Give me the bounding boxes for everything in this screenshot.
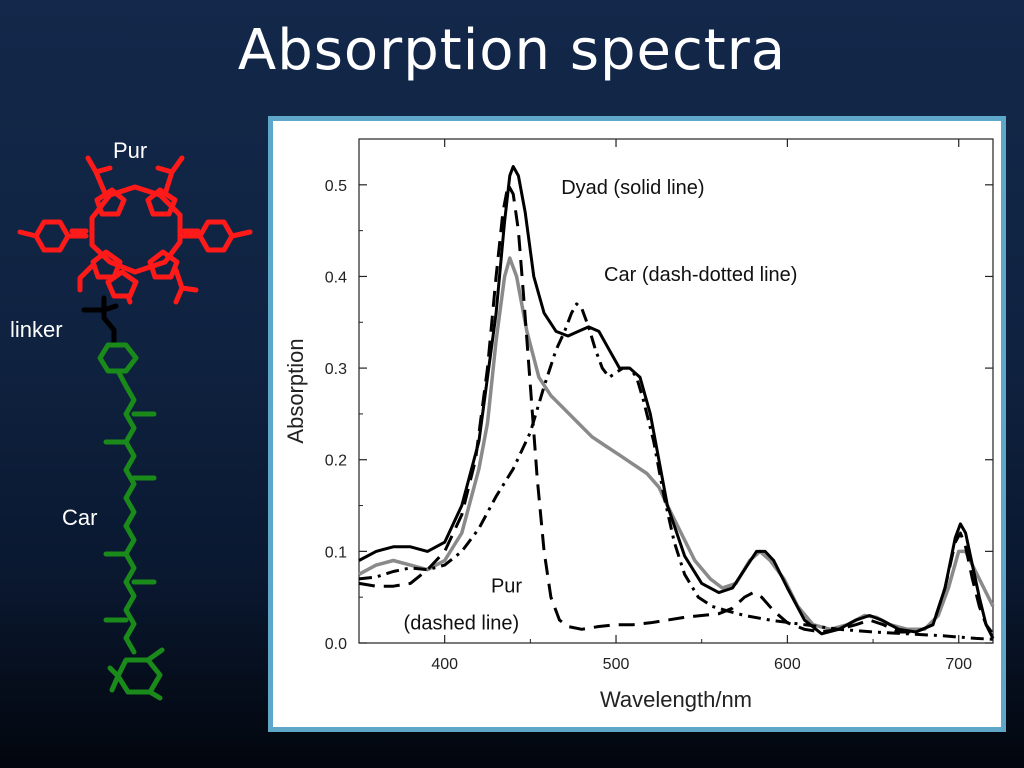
- y-tick-label: 0.3: [325, 361, 347, 378]
- pur-phenyl-left-bonds: [17, 229, 89, 239]
- series-layer: [358, 165, 995, 641]
- car-polyene-chain: [103, 368, 157, 655]
- x-tick-label: 700: [945, 656, 972, 673]
- x-axis-label: Wavelength/nm: [600, 687, 752, 712]
- y-tick-label: 0.4: [325, 269, 347, 286]
- car-end-ring: [115, 657, 163, 695]
- linker-label: linker: [10, 317, 63, 342]
- purpurin-structure: [17, 155, 253, 305]
- pur-phenyl-left: [33, 219, 71, 253]
- x-tick-label: 400: [431, 656, 458, 673]
- carotenoid-structure: [97, 342, 165, 701]
- series-line-solid: [358, 165, 995, 640]
- pur-pyrrole-3: [90, 249, 123, 280]
- series-line-solid-gray: [358, 256, 995, 632]
- y-axis-label: Absorption: [283, 338, 308, 443]
- y-tick-label: 0.1: [325, 544, 347, 561]
- car-end-ring-methyls: [107, 647, 165, 701]
- dyad-molecule-structure: [17, 155, 253, 701]
- car-phenyl-ring: [97, 342, 139, 374]
- pur-label: Pur: [113, 138, 148, 163]
- x-tick-label: 600: [774, 656, 801, 673]
- series-line-dash-dot: [358, 302, 994, 641]
- series-line-dashed: [358, 183, 995, 635]
- absorption-chart: 400 500 600 700 0.0 0.1 0.2 0.3 0.4 0.5 Dyad (sol…: [283, 138, 995, 712]
- x-tick-label: 500: [603, 656, 630, 673]
- chart-annotation: (dashed line): [404, 612, 520, 634]
- plot-area-border: [358, 138, 994, 644]
- car-label: Car: [62, 505, 98, 530]
- chart-annotation: Pur: [491, 576, 522, 598]
- chart-annotation: Dyad (solid line): [561, 177, 704, 199]
- chart-frame: 400 500 600 700 0.0 0.1 0.2 0.3 0.4 0.5 Dyad (sol…: [268, 116, 1006, 732]
- y-tick-label: 0.0: [325, 636, 347, 653]
- pur-pyrrole-2: [145, 187, 178, 217]
- linker-structure: [81, 295, 119, 345]
- pur-pyrrole-1: [94, 187, 127, 217]
- y-tick-label: 0.5: [325, 178, 347, 195]
- y-tick-label: 0.2: [325, 453, 347, 470]
- slide-title: Absorption spectra: [237, 18, 787, 83]
- pur-phenyl-right: [197, 219, 235, 253]
- pur-macrocycle: [89, 184, 183, 275]
- axis-ticks: 400 500 600 700 0.0 0.1 0.2 0.3 0.4 0.5: [325, 138, 993, 673]
- pur-exo-ring: [105, 269, 139, 299]
- chart-annotation: Car (dash-dotted line): [604, 264, 797, 286]
- pur-substituents: [69, 155, 201, 305]
- annotations: Dyad (solid line) Car (dash-dotted line) P…: [404, 177, 798, 634]
- pur-phenyl-right-bonds: [177, 229, 253, 239]
